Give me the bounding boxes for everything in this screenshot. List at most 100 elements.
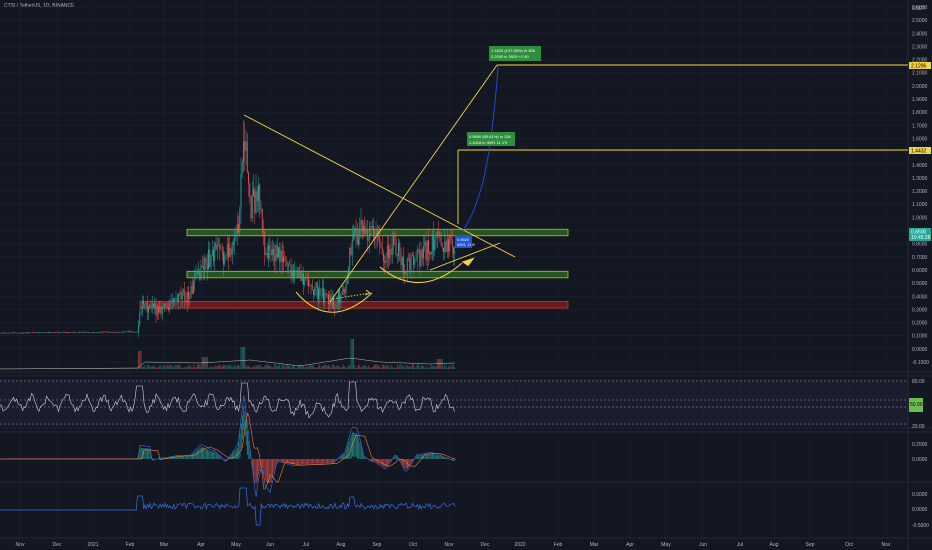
candle-body	[438, 231, 439, 233]
candle-body	[295, 270, 297, 273]
candle-body	[166, 306, 168, 308]
macd-histogram-bar	[223, 459, 225, 460]
candle-body	[88, 332, 89, 333]
volume-bar	[126, 368, 128, 369]
macd-histogram-bar	[362, 451, 363, 459]
volume-bar	[444, 364, 446, 369]
volume-bar	[205, 357, 207, 369]
volume-bar	[143, 366, 144, 369]
volume-bar	[320, 367, 322, 369]
macd-histogram-bar	[199, 447, 201, 459]
candle-body	[443, 247, 444, 253]
candle-body	[104, 331, 106, 333]
volume-bar	[91, 368, 93, 369]
current-price-countdown: 10:45:28	[911, 235, 931, 241]
macd-histogram-bar	[308, 459, 310, 464]
volume-bar	[121, 368, 123, 369]
volume-bar	[378, 365, 379, 369]
volume-bar	[308, 367, 309, 369]
zone-support	[186, 270, 569, 279]
macd-histogram-bar	[310, 459, 312, 464]
candle-body	[63, 332, 64, 333]
candle-body	[1, 332, 3, 334]
volume-bar	[370, 367, 372, 369]
candle-body	[228, 243, 229, 258]
volume-bar	[304, 367, 306, 369]
trendlines	[243, 64, 908, 313]
candle-body	[334, 308, 336, 309]
macd-histogram-bar	[253, 459, 255, 477]
macd-histogram-bar	[414, 457, 416, 459]
candle-body	[453, 246, 454, 254]
candle-body	[119, 332, 121, 333]
candle-body	[43, 332, 44, 333]
candle-body	[220, 248, 222, 250]
volume-bar	[204, 357, 206, 369]
volume-bar	[401, 365, 403, 369]
macd-histogram-bar	[292, 459, 293, 465]
candle-body	[14, 332, 16, 334]
volume-bar	[421, 365, 423, 369]
volume-bar	[405, 365, 407, 369]
candle-body	[89, 332, 91, 333]
candle-body	[233, 242, 234, 246]
candle-body	[221, 249, 223, 253]
candle-body	[229, 248, 231, 258]
macd-histogram-bar	[279, 459, 281, 462]
macd-histogram-bar	[240, 424, 242, 449]
candle-body	[186, 291, 188, 303]
candle-body	[293, 269, 294, 279]
volume-bar	[109, 368, 111, 369]
volume-bar	[285, 364, 287, 369]
volume-bar	[406, 365, 408, 369]
price-tick: 2.6000	[912, 5, 928, 11]
candle-body	[80, 332, 82, 333]
volume-bar	[286, 364, 288, 369]
candle-body	[333, 298, 334, 309]
volume-bar	[116, 368, 118, 369]
volume-bar	[293, 364, 294, 369]
candle-body	[303, 273, 304, 286]
osc-tick-low: -0.5000	[912, 523, 929, 529]
macd-histogram-bar	[150, 455, 152, 459]
candle-body	[154, 303, 156, 308]
candle-body	[265, 252, 267, 255]
candle-body	[45, 332, 47, 334]
macd-histogram-bar	[359, 442, 361, 459]
macd-histogram-bar	[390, 459, 392, 461]
volume-bar	[236, 364, 238, 369]
candle-body	[203, 266, 204, 270]
price-tick: 1.8000	[912, 110, 928, 116]
candle-body	[46, 332, 48, 334]
price-tick: 0.6000	[912, 268, 928, 274]
volume-bar	[130, 368, 132, 369]
macd-histogram-bar	[363, 455, 365, 459]
candle-body	[173, 298, 174, 302]
candle-body	[98, 332, 99, 333]
candle-body	[9, 332, 11, 334]
volume-bar	[161, 367, 163, 369]
volume-bar	[200, 365, 202, 369]
candle-body	[289, 264, 291, 266]
volume-bar	[74, 368, 76, 369]
candle-body	[23, 332, 24, 334]
macd-histogram-bar	[263, 459, 265, 475]
candle-body	[345, 283, 347, 294]
volume-bar	[446, 367, 448, 369]
volume-bar	[131, 368, 133, 369]
candle-body	[273, 248, 274, 255]
macd-histogram-bar	[325, 459, 327, 464]
candle-body	[344, 289, 346, 294]
volume-bar	[365, 365, 367, 369]
time-tick: 2021	[87, 542, 98, 548]
volume-bars	[0, 339, 456, 370]
macd-histogram-bar	[379, 459, 381, 465]
volume-bar	[410, 366, 412, 369]
time-tick: Apr	[197, 542, 205, 548]
volume-bar	[268, 364, 269, 369]
volume-bar	[220, 365, 222, 369]
volume-bar	[163, 364, 164, 369]
volume-bar	[180, 367, 182, 369]
candle-body	[116, 332, 118, 333]
